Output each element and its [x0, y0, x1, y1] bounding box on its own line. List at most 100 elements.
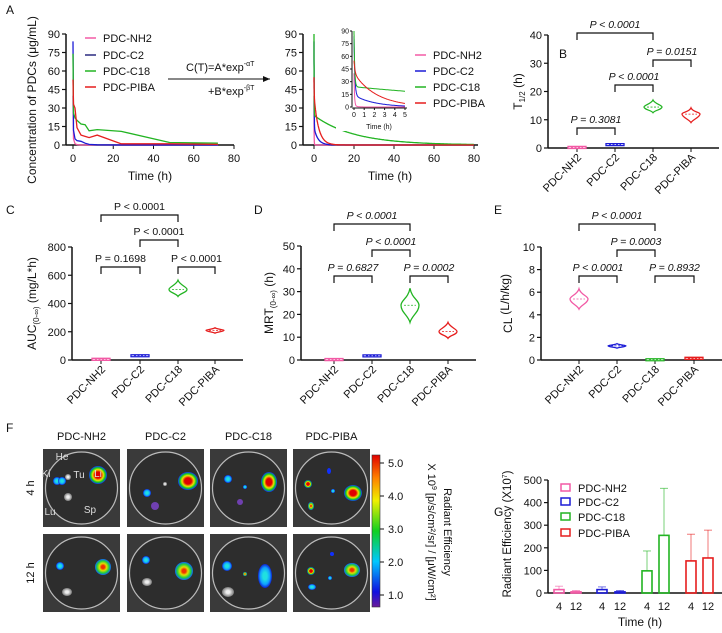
- y-tick-label: 0: [54, 140, 60, 152]
- inset-x-tick-label: 0: [352, 112, 356, 119]
- formula-text-1: C(T)=A*exp: [186, 62, 244, 74]
- x-axis-title: Time (h): [128, 169, 172, 183]
- x-tick-label: 4: [688, 601, 694, 613]
- y-tick-label: 200: [48, 327, 66, 339]
- inset-curve-pdc-piba: [353, 60, 405, 104]
- category-label: PDC-NH2: [65, 364, 108, 407]
- legend-label: PDC-PIBA: [103, 82, 156, 94]
- category-label: PDC-PIBA: [410, 363, 456, 409]
- fluorescence-signal: [89, 466, 107, 484]
- x-tick-label: 20: [348, 153, 360, 165]
- y-tick-label: 6: [529, 287, 535, 299]
- fluorescence-signal: [331, 489, 335, 493]
- panel-label-a: A: [6, 3, 14, 17]
- panel-label-b: B: [559, 47, 567, 61]
- organ-image: [293, 449, 370, 527]
- fit-curve-pdc-piba: [313, 77, 474, 146]
- fluorescence-signal: [151, 502, 159, 510]
- inset-x-tick-label: 2: [372, 112, 376, 119]
- legend-label: PDC-C2: [433, 66, 474, 78]
- inset-y-tick-label: 30: [341, 79, 349, 86]
- series-line-pdc-piba: [72, 79, 218, 146]
- fluorescence-signal: [62, 588, 72, 596]
- bar-pdc-piba-12h: [702, 557, 714, 594]
- category-label: PDC-C2: [585, 152, 622, 189]
- p-value-label: P = 0.0003: [611, 236, 662, 248]
- y-tick-label: 50: [283, 241, 295, 253]
- colorbar-tick-label: 3.0: [388, 524, 403, 536]
- p-value-label: P = 0.0002: [404, 262, 455, 274]
- significance-bracket: [578, 223, 656, 231]
- violin-pdc-piba: [684, 356, 704, 360]
- y-axis-title-main: AUC: [25, 324, 39, 350]
- x-tick-label: 12: [570, 601, 582, 613]
- y-axis-title-subscript: (0-∞): [32, 306, 41, 324]
- colorbar: [371, 454, 381, 608]
- organ-label: Lu: [44, 507, 55, 518]
- legend-swatch: [560, 528, 571, 537]
- organ-image: [210, 449, 287, 527]
- unit-rest: [p/s/cm²/sr] / [μW/cm²]: [425, 490, 437, 601]
- x-tick-label: 4: [599, 601, 605, 613]
- panel-label-c: C: [6, 203, 15, 217]
- inset-x-tick-label: 3: [383, 112, 387, 119]
- y-tick-label: 30: [530, 58, 542, 70]
- violin-pdc-piba: [681, 106, 701, 124]
- p-value-label: P < 0.0001: [609, 71, 660, 83]
- inset-x-tick-label: 5: [403, 112, 407, 119]
- panel-a-raw-chart: 0 15 30 45 60 75 90 0 20 40 60 80 Time (h) Concentrat…: [25, 16, 240, 184]
- x-axis-title: Time (h): [368, 169, 412, 183]
- y-tick-label: 0: [60, 355, 66, 367]
- violin-pdc-piba: [438, 320, 458, 340]
- panel-label-e: E: [494, 203, 502, 217]
- significance-bracket: [371, 249, 411, 257]
- y-axis-title-main: Radiant Efficiency (X10: [502, 478, 514, 597]
- fluorescence-signal: [237, 499, 243, 505]
- legend-label: PDC-NH2: [103, 33, 152, 45]
- category-label: PDC-C2: [587, 364, 624, 401]
- significance-bracket: [139, 239, 179, 247]
- y-axis-title-unit: (L/h/kg): [498, 274, 512, 318]
- organ-label: He: [56, 452, 69, 463]
- y-axis-title-unit: (h): [262, 272, 276, 290]
- row-label: 4 h: [25, 480, 37, 495]
- inset-x-axis-title: Time (h): [366, 124, 392, 131]
- organ-image: [127, 449, 204, 527]
- violin-pdc-c2: [130, 354, 150, 358]
- fluorescence-signal: [178, 472, 198, 490]
- legend-swatch: [560, 497, 571, 506]
- series-line-pdc-c18: [72, 53, 218, 144]
- legend-label: PDC-C2: [103, 50, 144, 62]
- y-axis-title-subscript: (0-∞): [269, 290, 278, 308]
- y-tick-label: 40: [530, 30, 542, 42]
- inset-x-tick-label: 1: [362, 112, 366, 119]
- formula-exponent-1: -αT: [244, 61, 255, 68]
- inset-y-tick-label: 75: [341, 41, 349, 48]
- violin-pdc-c18: [645, 358, 665, 362]
- y-tick-label: 0: [536, 588, 542, 600]
- column-label: PDC-PIBA: [306, 431, 359, 443]
- y-tick-label: 0: [529, 355, 535, 367]
- organ-image: [43, 449, 120, 527]
- violin-pdc-c18: [400, 288, 420, 325]
- fluorescence-signal: [224, 475, 232, 483]
- row-label: 12 h: [25, 562, 37, 583]
- violin-pdc-nh2: [569, 286, 589, 311]
- colorbar-tick-label: 1.0: [388, 590, 403, 602]
- fluorescence-signal: [308, 584, 316, 590]
- p-value-label: P = 0.3081: [571, 114, 622, 126]
- y-tick-label: 0: [289, 355, 295, 367]
- y-tick-label: 75: [48, 48, 60, 60]
- fluorescence-signal: [327, 468, 331, 474]
- category-label: PDC-PIBA: [653, 151, 699, 197]
- legend-swatch: [560, 512, 571, 521]
- y-tick-label: 500: [524, 475, 542, 487]
- fluorescence-signal: [163, 482, 167, 486]
- inset-y-tick-label: 90: [341, 29, 349, 36]
- organ-image: [210, 534, 287, 612]
- y-tick-label: 10: [530, 115, 542, 127]
- y-axis-title-end: ): [502, 470, 514, 474]
- organ-image: [43, 534, 120, 612]
